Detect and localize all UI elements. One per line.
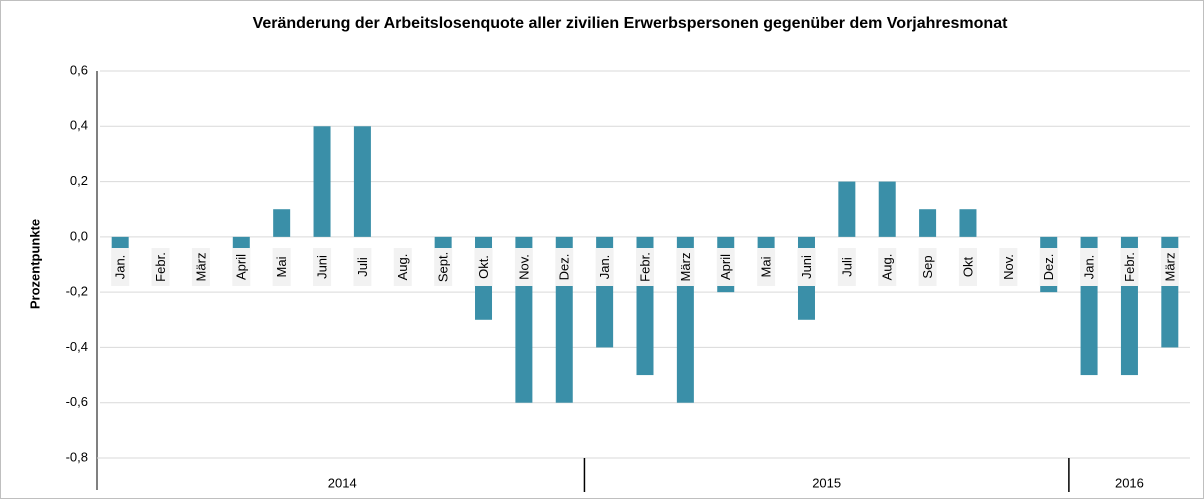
y-tick-label: 0,2: [70, 173, 88, 188]
bar: [838, 181, 856, 237]
x-label-box: [353, 248, 372, 286]
x-label-box: [514, 248, 533, 286]
x-label-box: [636, 248, 654, 286]
x-tick-label: Febr.: [637, 252, 652, 282]
x-tick-label: Juni: [314, 255, 329, 279]
x-tick-label: Aug.: [880, 254, 895, 281]
x-tick-label: Mai: [274, 256, 289, 277]
x-label-box: [1080, 248, 1099, 286]
x-tick-label: Jan.: [597, 255, 612, 280]
x-label-box: [878, 248, 897, 286]
x-label-box: [272, 248, 291, 286]
x-tick-label: Sep: [920, 255, 935, 278]
x-label-box: [1160, 248, 1179, 286]
x-tick-label: Juli: [355, 257, 370, 277]
bar: [273, 209, 291, 237]
x-tick-label: Juni: [799, 255, 814, 279]
x-tick-label: Jan.: [113, 255, 128, 280]
x-label-box: [151, 248, 170, 286]
x-label-box: [1039, 248, 1058, 286]
x-label-box: [918, 248, 937, 286]
x-tick-label: Dez.: [1041, 254, 1056, 281]
x-label-box: [757, 248, 776, 286]
x-label-box: [191, 248, 210, 286]
bar: [919, 209, 937, 237]
x-tick-label: März: [1162, 253, 1177, 282]
bar: [353, 126, 371, 237]
x-tick-label: Febr.: [1122, 252, 1137, 282]
x-label-box: [555, 248, 574, 286]
y-tick-label: -0,4: [66, 339, 88, 354]
x-tick-label: Juli: [839, 257, 854, 277]
x-label-box: [232, 248, 251, 286]
x-label-box: [434, 248, 453, 286]
x-tick-label: Nov.: [516, 254, 531, 280]
x-tick-label: Okt: [960, 257, 975, 278]
y-tick-label: 0,4: [70, 118, 88, 133]
x-tick-label: Nov.: [1001, 254, 1016, 280]
x-label-box: [111, 248, 130, 286]
x-tick-label: Jan.: [1082, 255, 1097, 280]
x-tick-label: März: [678, 253, 693, 282]
x-label-box: [474, 248, 493, 286]
year-label: 2014: [328, 475, 357, 490]
x-tick-label: April: [718, 254, 733, 280]
y-tick-label: -0,2: [66, 284, 88, 299]
x-tick-label: Dez.: [557, 254, 572, 281]
y-tick-label: 0,0: [70, 228, 88, 243]
x-tick-label: Febr.: [153, 252, 168, 282]
x-label-box: [797, 248, 816, 286]
x-label-box: [958, 248, 977, 286]
x-tick-label: Mai: [759, 256, 774, 277]
x-label-box: [716, 248, 735, 286]
year-label: 2015: [812, 475, 841, 490]
y-tick-label: -0,8: [66, 449, 88, 464]
x-label-box: [595, 248, 614, 286]
x-label-box: [393, 248, 412, 286]
x-label-box: [837, 248, 856, 286]
x-label-box: [1120, 248, 1139, 286]
x-tick-label: Aug.: [395, 254, 410, 281]
x-tick-label: Okt.: [476, 255, 491, 279]
y-tick-label: -0,6: [66, 394, 88, 409]
x-tick-label: März: [193, 253, 208, 282]
x-label-box: [313, 248, 332, 286]
bar: [878, 181, 896, 237]
y-tick-label: 0,6: [70, 62, 88, 77]
x-tick-label: Sept.: [436, 252, 451, 282]
chart-title: Veränderung der Arbeitslosenquote aller …: [252, 15, 1008, 32]
bar: [313, 126, 331, 237]
year-label: 2016: [1115, 475, 1144, 490]
x-label-box: [676, 248, 695, 286]
y-axis-label: Prozentpunkte: [27, 219, 42, 309]
x-tick-label: April: [234, 254, 249, 280]
bar: [959, 209, 977, 237]
x-label-box: [999, 248, 1018, 286]
